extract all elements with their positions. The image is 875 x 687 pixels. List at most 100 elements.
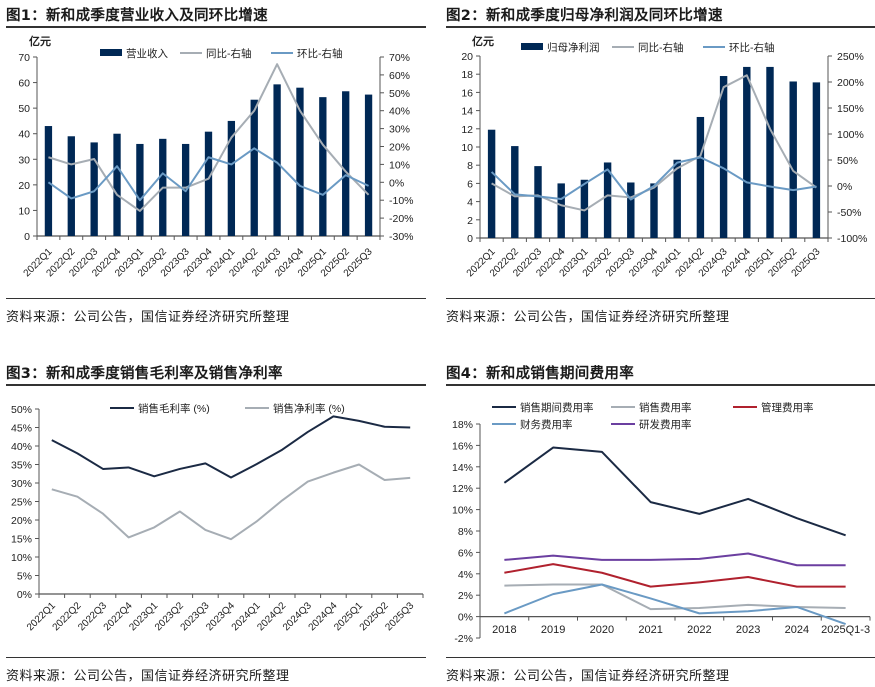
x-tick-label: 2025Q1-3 [821, 624, 870, 636]
series-line-0 [503, 446, 846, 537]
x-tick-label: 2023 [736, 624, 760, 636]
bar-fig1 [113, 133, 121, 236]
x-tick-label: 2022 [687, 624, 711, 636]
y-tick-label: 35% [11, 460, 32, 472]
legend-label: 销售净利率 (%) [273, 402, 345, 415]
figure-4-source-rule [446, 657, 875, 658]
bar-fig2 [534, 166, 542, 238]
figure-3-title: 图3：新和成季度销售毛利率及销售净利率 [6, 366, 283, 382]
y2-tick-label: -20% [389, 213, 414, 225]
figure-1-chart: 0 10 20 30 40 50 60 70 -30% -20% -10% 0% 10% 20% 30% 40… [18, 34, 414, 279]
y-tick-label: 20 [18, 180, 30, 192]
y-axis-unit-label: 亿元 [472, 34, 494, 48]
figure-3-source-rule [6, 657, 426, 658]
figure-2-panel: 图2：新和成季度归母净利润及同环比增速 0 2 4 6 8 10 12 14 16 18 20 -10… [446, 4, 875, 334]
figure-1-source: 资料来源：公司公告，国信证券经济研究所整理 [6, 310, 290, 325]
legend-label: 财务费用率 [520, 418, 573, 431]
legend-label: 归母净利润 [547, 41, 600, 54]
legend-label: 研发费用率 [639, 418, 692, 431]
y-tick-label: 16% [452, 440, 473, 452]
y-tick-label: 12 [461, 124, 473, 136]
legend-label: 销售费用率 [639, 401, 692, 414]
y-tick-label: 45% [11, 423, 32, 435]
y2-tick-label: 0% [389, 177, 404, 189]
y-tick-label: 40 [18, 129, 30, 141]
y-tick-label: 40% [11, 441, 32, 453]
y-tick-label: 30 [18, 154, 30, 166]
legend-label: 销售期间费用率 [520, 401, 594, 414]
legend-label: 环比-右轴 [297, 47, 343, 60]
figure-3-title-rule [6, 384, 426, 386]
y-tick-label: 15% [11, 534, 32, 546]
bar-fig1 [342, 91, 350, 236]
y-tick-label: 14% [452, 462, 473, 474]
y2-tick-label: 30% [389, 124, 410, 136]
bar-fig1 [227, 120, 236, 236]
figure-4-title-rule [446, 384, 875, 386]
bar-fig2 [766, 66, 774, 238]
figure-4-title: 图4：新和成销售期间费用率 [446, 366, 634, 382]
bar-fig1 [273, 84, 281, 237]
y2-tick-label: -50% [837, 207, 862, 219]
figure-2-title: 图2：新和成季度归母净利润及同环比增速 [446, 8, 723, 24]
figure-1-title: 图1：新和成季度营业收入及同环比增速 [6, 8, 268, 24]
y-axis-unit-label: 亿元 [29, 34, 51, 48]
y2-tick-label: 10% [389, 159, 410, 171]
figure-1-panel: 图1：新和成季度营业收入及同环比增速 0 10 20 30 40 50 60 70 -30% -2… [6, 4, 426, 334]
y-tick-label: 20% [11, 515, 32, 527]
y-tick-label: 2% [458, 590, 473, 602]
y-tick-label: 5% [17, 571, 32, 583]
y2-tick-label: 50% [389, 88, 410, 100]
y-tick-label: 16 [461, 87, 473, 99]
bar-fig1 [204, 131, 213, 236]
y2-tick-label: 40% [389, 106, 410, 118]
figure-2-title-rule [446, 26, 875, 28]
series-line-4 [504, 552, 846, 567]
bar-fig1 [319, 97, 327, 236]
bar-fig2 [673, 159, 681, 238]
series-line-2 [504, 563, 846, 588]
y2-tick-label: -30% [389, 231, 414, 243]
y-tick-label: 0% [17, 589, 32, 601]
y2-tick-label: 50% [837, 155, 858, 167]
y-tick-label: 25% [11, 497, 32, 509]
figure-2-source-rule [446, 298, 875, 299]
bar-fig1 [250, 99, 258, 236]
figure-1-source-rule [6, 298, 426, 299]
y-tick-label: 60 [18, 78, 30, 90]
bar-fig1 [90, 142, 98, 236]
figure-2-source: 资料来源：公司公告，国信证券经济研究所整理 [446, 310, 730, 325]
bar-fig2 [627, 182, 635, 238]
bar-fig2 [789, 81, 797, 238]
legend-swatch [521, 43, 543, 50]
y-tick-label: 12% [452, 483, 473, 495]
figure-3-source: 资料来源：公司公告，国信证券经济研究所整理 [6, 669, 290, 684]
figure-3-panel: 图3：新和成季度销售毛利率及销售净利率 0% 5% 10% 15% 20% 25% 30% 3… [6, 362, 426, 687]
y2-tick-label: 20% [389, 142, 410, 154]
x-tick-label: 2019 [541, 624, 565, 636]
y2-tick-label: 150% [837, 103, 864, 115]
bar-fig2 [580, 179, 589, 238]
y-tick-label: 8 [467, 160, 473, 172]
legend-label: 同比-右轴 [206, 47, 252, 60]
y-tick-label: 10% [452, 505, 473, 517]
y2-tick-label: 70% [389, 52, 410, 64]
y-tick-label: 10 [18, 205, 30, 217]
bar-fig2 [812, 82, 821, 238]
y-tick-label: 14 [461, 106, 473, 118]
y-tick-label: -2% [454, 633, 473, 645]
series-line-3 [504, 583, 846, 626]
y-tick-label: 0 [24, 231, 30, 243]
y-tick-label: 18% [452, 419, 473, 431]
y-tick-label: 10% [11, 552, 32, 564]
y2-tick-label: 0% [837, 181, 852, 193]
bar-fig1 [296, 87, 304, 236]
bar-fig2 [696, 116, 705, 238]
bar-fig2 [511, 146, 519, 238]
y-tick-label: 0% [458, 612, 473, 624]
legend-label: 营业收入 [126, 47, 168, 60]
y2-tick-label: 100% [837, 129, 864, 141]
y-tick-label: 0 [467, 233, 473, 245]
y-tick-label: 50% [11, 404, 32, 416]
